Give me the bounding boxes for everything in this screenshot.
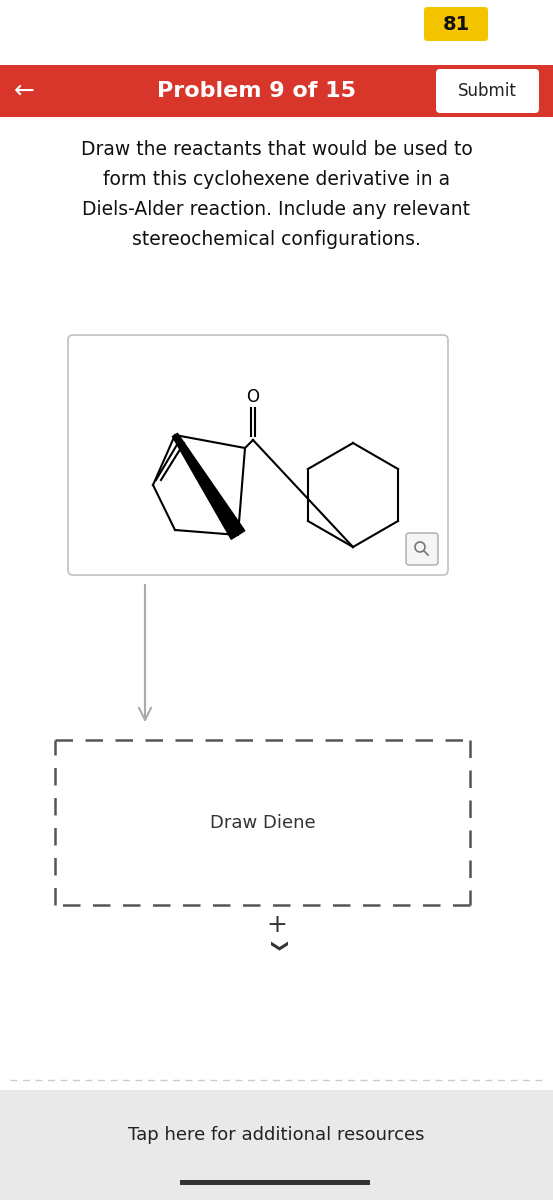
Text: Draw Diene: Draw Diene [210, 814, 315, 832]
Text: ❯: ❯ [268, 940, 285, 954]
Text: ←: ← [13, 79, 34, 103]
Text: 81: 81 [442, 14, 469, 34]
FancyBboxPatch shape [424, 7, 488, 41]
FancyBboxPatch shape [436, 68, 539, 113]
Bar [180, 1180, 370, 1186]
Text: stereochemical configurations.: stereochemical configurations. [132, 230, 421, 248]
FancyBboxPatch shape [406, 533, 438, 565]
Text: Submit: Submit [458, 82, 517, 100]
Text: form this cyclohexene derivative in a: form this cyclohexene derivative in a [103, 170, 450, 188]
Text: Problem 9 of 15: Problem 9 of 15 [157, 80, 356, 101]
Text: +: + [266, 913, 287, 937]
Text: O: O [247, 388, 259, 406]
Bar [0, 1090, 553, 1200]
Bar [55, 740, 470, 905]
Text: Draw the reactants that would be used to: Draw the reactants that would be used to [81, 140, 472, 158]
Bar [0, 65, 553, 116]
FancyBboxPatch shape [68, 335, 448, 575]
Text: Tap here for additional resources: Tap here for additional resources [128, 1126, 425, 1144]
Polygon shape [173, 433, 245, 539]
Text: Diels-Alder reaction. Include any relevant: Diels-Alder reaction. Include any releva… [82, 200, 471, 218]
